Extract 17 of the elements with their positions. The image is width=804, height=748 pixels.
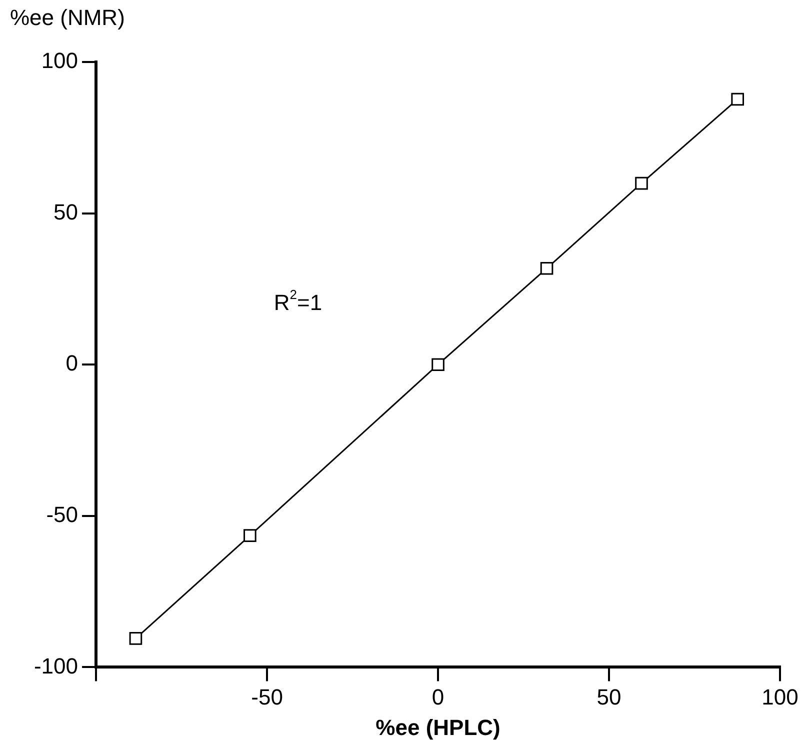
y-tick-label: 50 [54, 199, 78, 224]
point [635, 176, 648, 190]
x-tick-label: 100 [762, 684, 798, 710]
point [731, 92, 744, 106]
point [432, 358, 444, 372]
point [129, 632, 142, 645]
y-tick-label: -50 [46, 502, 78, 527]
x-axis-title: %ee (HPLC) [376, 714, 500, 740]
y-tick-label: 0 [66, 350, 78, 376]
x-tick-label: 50 [596, 684, 622, 710]
y-tick-label: -100 [34, 653, 78, 678]
x-tick-label: -50 [251, 684, 283, 710]
x-tick-label: 0 [432, 684, 444, 710]
point [540, 262, 554, 275]
point [244, 529, 256, 542]
y-tick-label: 100 [41, 48, 78, 74]
y-axis-title: %ee (NMR) [10, 5, 125, 30]
